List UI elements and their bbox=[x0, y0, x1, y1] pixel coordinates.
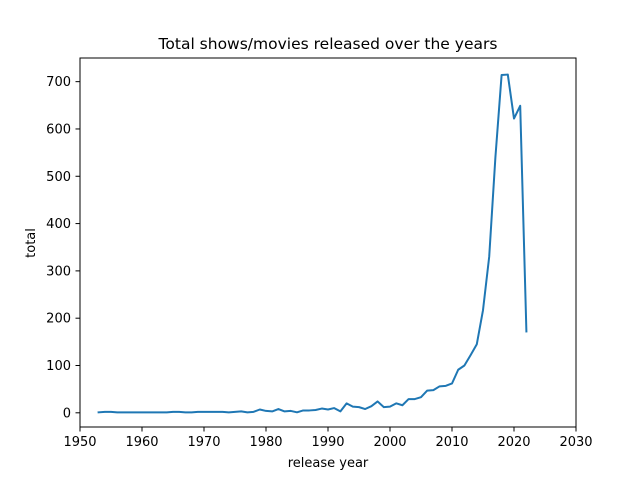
y-tick-label: 400 bbox=[46, 217, 71, 232]
plot-area: 1950 1960 1970 1980 1990 2000 2010 2020 2030 0 100… bbox=[46, 57, 593, 450]
x-tick-label: 2010 bbox=[435, 435, 468, 450]
x-axis-label: release year bbox=[288, 456, 369, 471]
y-tick-label: 0 bbox=[63, 406, 71, 421]
y-tick-label: 200 bbox=[46, 312, 71, 327]
y-tick-label: 300 bbox=[46, 264, 71, 279]
series-line bbox=[97, 73, 528, 414]
y-tick-label: 600 bbox=[46, 122, 71, 137]
x-tick-label: 2020 bbox=[497, 435, 530, 450]
x-tick-label: 1960 bbox=[125, 435, 158, 450]
y-tick-label: 100 bbox=[46, 359, 71, 374]
x-tick-label: 1980 bbox=[249, 435, 282, 450]
x-tick-label: 1970 bbox=[187, 435, 220, 450]
chart-title: Total shows/movies released over the yea… bbox=[158, 35, 498, 53]
y-tick-label: 500 bbox=[46, 170, 71, 185]
x-tick-label: 2030 bbox=[559, 435, 592, 450]
y-tick-label: 700 bbox=[46, 75, 71, 90]
y-axis-label: total bbox=[24, 228, 39, 258]
x-tick-label: 1950 bbox=[63, 435, 96, 450]
x-tick-label: 1990 bbox=[311, 435, 344, 450]
x-tick-label: 2000 bbox=[373, 435, 406, 450]
